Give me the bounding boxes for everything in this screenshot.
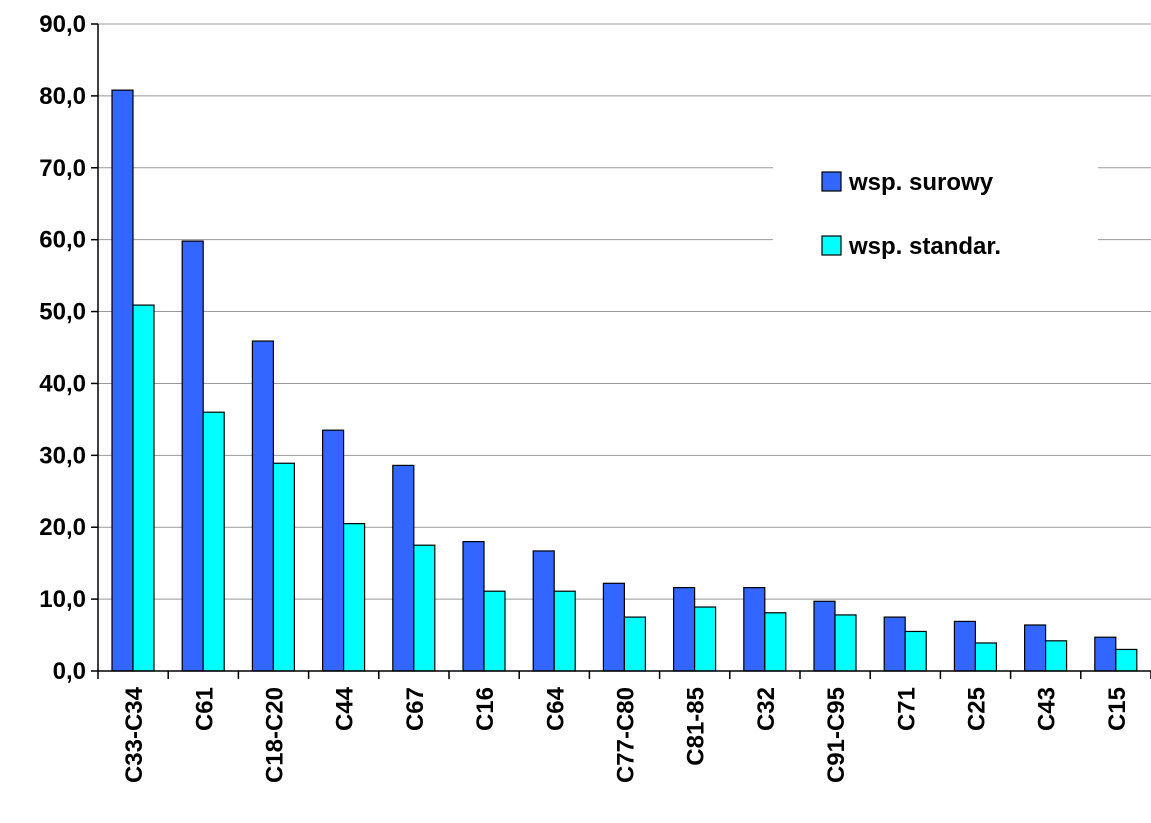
axes bbox=[91, 23, 1151, 679]
bar-standardized-c67 bbox=[413, 544, 436, 672]
x-category-label: C33-C34 bbox=[121, 686, 148, 783]
bar-raw-c81-85 bbox=[672, 587, 696, 672]
bar-standardized-c61 bbox=[202, 411, 225, 672]
bar-standardized-c81-85 bbox=[693, 606, 717, 672]
bars bbox=[111, 89, 1138, 672]
bar-standardized-c18-c20 bbox=[272, 462, 295, 672]
bar-standardized-c44 bbox=[343, 523, 366, 672]
x-category-label: C81-85 bbox=[683, 687, 710, 766]
bar-standardized-c71 bbox=[904, 630, 927, 672]
bar-standardized-c32 bbox=[764, 612, 787, 672]
x-category-label: C64 bbox=[542, 686, 569, 731]
bar-standardized-c25 bbox=[974, 642, 998, 672]
bar-raw-c16 bbox=[462, 540, 485, 672]
legend: wsp. surowy wsp. standar. bbox=[773, 155, 1098, 280]
bar-standardized-c15 bbox=[1115, 648, 1138, 672]
y-tick-label: 70,0 bbox=[39, 155, 86, 182]
y-tick-label: 10,0 bbox=[39, 586, 86, 613]
bar-standardized-c16 bbox=[483, 590, 506, 672]
x-category-label: C25 bbox=[964, 687, 991, 731]
bar-standardized-c64 bbox=[553, 590, 576, 672]
y-tick-label: 0,0 bbox=[53, 658, 86, 685]
x-category-label: C43 bbox=[1034, 687, 1061, 731]
x-category-label: C32 bbox=[753, 687, 780, 731]
y-tick-label: 20,0 bbox=[39, 514, 86, 541]
x-category-label: C71 bbox=[893, 687, 920, 731]
y-tick-label: 90,0 bbox=[39, 11, 86, 38]
y-tick-labels: 0,0 10,0 20,0 30,0 40,0 50,0 60,0 70,0 80,0 90,0 bbox=[39, 11, 86, 685]
y-tick-label: 30,0 bbox=[39, 442, 86, 469]
x-category-label: C15 bbox=[1104, 687, 1131, 731]
legend-label: wsp. surowy bbox=[848, 169, 994, 196]
x-category-label: C16 bbox=[472, 687, 499, 731]
x-category-label: C18-C20 bbox=[262, 687, 289, 783]
x-category-label: C77-C80 bbox=[613, 687, 640, 783]
y-tick-label: 50,0 bbox=[39, 299, 86, 326]
bar-raw-c33-c34 bbox=[111, 89, 134, 672]
x-category-label: C44 bbox=[332, 686, 359, 731]
y-tick-label: 60,0 bbox=[39, 227, 86, 254]
y-tick-label: 40,0 bbox=[39, 370, 86, 397]
bar-raw-c67 bbox=[392, 464, 415, 672]
x-category-label: C67 bbox=[402, 687, 429, 731]
x-tick-labels: C33-C34 C61 C18-C20 C44 C67 C16 C64 C77-C80 C81-… bbox=[121, 686, 1131, 783]
bar-raw-c15 bbox=[1094, 636, 1117, 672]
legend-swatch bbox=[821, 235, 842, 256]
bar-raw-c32 bbox=[743, 587, 766, 672]
bar-raw-c25 bbox=[953, 620, 977, 672]
bar-raw-c61 bbox=[181, 240, 204, 672]
bar-raw-c44 bbox=[322, 429, 345, 672]
bar-raw-c77-c80 bbox=[602, 582, 626, 672]
bar-standardized-c77-c80 bbox=[623, 616, 647, 672]
bar-raw-c43 bbox=[1023, 624, 1047, 672]
legend-swatch bbox=[821, 171, 842, 192]
y-tick-label: 80,0 bbox=[39, 83, 86, 110]
bar-standardized-c33-c34 bbox=[132, 304, 155, 672]
bar-raw-c18-c20 bbox=[251, 340, 274, 672]
bar-standardized-c91-c95 bbox=[834, 614, 857, 672]
legend-label: wsp. standar. bbox=[848, 233, 1001, 260]
x-category-label: C61 bbox=[191, 687, 218, 731]
bar-standardized-c43 bbox=[1044, 640, 1068, 672]
bar-raw-c64 bbox=[532, 550, 555, 672]
x-category-label: C91-C95 bbox=[823, 687, 850, 783]
bar-raw-c91-c95 bbox=[813, 600, 836, 672]
bar-raw-c71 bbox=[883, 616, 906, 672]
